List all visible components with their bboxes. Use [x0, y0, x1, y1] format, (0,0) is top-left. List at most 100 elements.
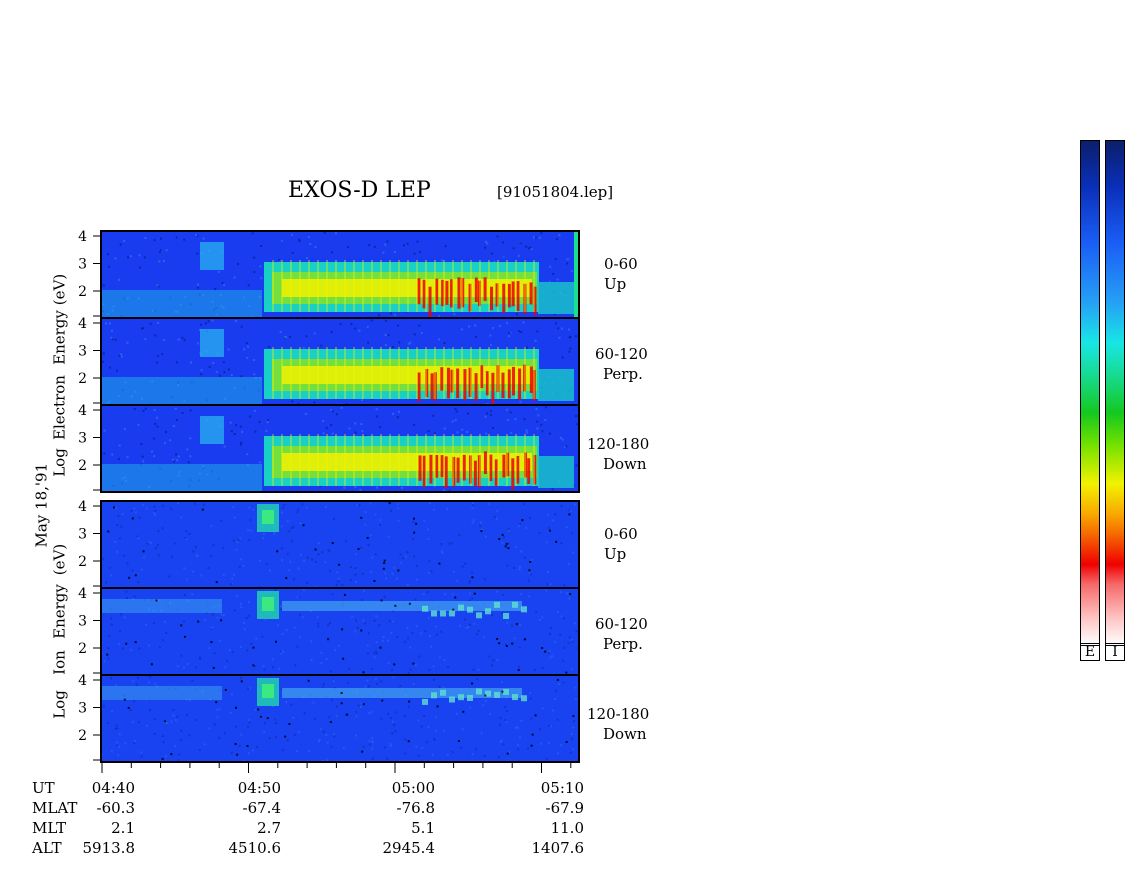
noise-speck	[156, 284, 159, 287]
noise-speck	[450, 542, 453, 545]
noise-speck	[516, 313, 519, 316]
noise-speck	[569, 751, 572, 754]
noise-speck	[415, 578, 418, 581]
noise-speck	[240, 605, 243, 608]
noise-speck	[561, 438, 564, 441]
data-gap-dot	[342, 657, 345, 660]
noise-speck	[230, 583, 233, 586]
noise-speck	[153, 505, 156, 508]
electron-streak	[461, 347, 463, 399]
data-gap-dot	[521, 519, 524, 522]
noise-speck	[560, 744, 563, 747]
electron-flux-spike	[468, 367, 472, 398]
noise-speck	[145, 724, 148, 727]
noise-speck	[296, 511, 299, 514]
noise-speck	[413, 333, 416, 336]
noise-speck	[176, 665, 179, 668]
electron-flux-spike	[523, 364, 527, 392]
electron-label-electron: Electron	[50, 375, 69, 440]
electron-angle-up: 0-60	[604, 255, 638, 273]
noise-speck	[544, 406, 547, 409]
noise-speck	[342, 747, 345, 750]
noise-speck	[473, 622, 476, 625]
noise-speck	[185, 530, 188, 533]
noise-speck	[452, 570, 455, 573]
noise-speck	[492, 427, 495, 430]
noise-speck	[415, 625, 418, 628]
data-gap-dot	[471, 576, 474, 579]
noise-speck	[572, 551, 575, 554]
noise-speck	[545, 589, 548, 592]
ephemeris-value: 04:50	[237, 779, 281, 797]
noise-speck	[428, 635, 431, 638]
noise-speck	[479, 525, 482, 528]
noise-speck	[325, 658, 328, 661]
noise-speck	[239, 558, 242, 561]
noise-speck	[335, 714, 338, 717]
electron-flux-spike	[422, 279, 426, 309]
noise-speck	[522, 503, 525, 506]
electron-flux-spike	[496, 365, 500, 393]
noise-speck	[423, 519, 426, 522]
data-gap-dot	[505, 542, 508, 545]
noise-speck	[233, 609, 236, 612]
noise-speck	[163, 442, 166, 445]
noise-speck	[133, 595, 136, 598]
noise-speck	[387, 334, 390, 337]
electron-flux-spike	[483, 451, 487, 475]
noise-speck	[480, 732, 483, 735]
noise-speck	[412, 682, 415, 685]
noise-speck	[115, 741, 118, 744]
noise-speck	[186, 713, 189, 716]
noise-speck	[355, 619, 358, 622]
noise-speck	[133, 507, 136, 510]
noise-speck	[525, 431, 528, 434]
electron-streak	[344, 260, 346, 312]
noise-speck	[191, 593, 194, 596]
noise-speck	[466, 431, 469, 434]
noise-speck	[560, 591, 563, 594]
noise-speck	[111, 338, 114, 341]
noise-speck	[310, 658, 313, 661]
noise-speck	[397, 410, 400, 413]
electron-streak	[407, 260, 409, 312]
noise-speck	[106, 253, 109, 256]
noise-speck	[552, 519, 555, 522]
noise-speck	[574, 698, 577, 701]
data-gap-dot	[394, 604, 397, 607]
electron-flux-spike	[452, 456, 456, 487]
noise-speck	[141, 455, 144, 458]
noise-speck	[332, 733, 335, 736]
noise-speck	[392, 412, 395, 415]
noise-speck	[395, 577, 398, 580]
noise-speck	[374, 678, 377, 681]
noise-speck	[207, 566, 210, 569]
noise-speck	[375, 652, 378, 655]
noise-speck	[148, 681, 151, 684]
noise-speck	[530, 559, 533, 562]
noise-speck	[198, 656, 201, 659]
noise-speck	[126, 456, 129, 459]
noise-speck	[360, 423, 363, 426]
noise-speck	[344, 540, 347, 543]
noise-speck	[476, 633, 479, 636]
data-gap-dot	[544, 650, 547, 653]
noise-speck	[389, 716, 392, 719]
noise-speck	[105, 581, 108, 584]
noise-speck	[471, 597, 474, 600]
electron-streak	[353, 260, 355, 312]
noise-speck	[293, 578, 296, 581]
ephemeris-value: -67.4	[242, 799, 281, 817]
ion-patch	[449, 696, 455, 703]
noise-speck	[196, 234, 199, 237]
electron-streak	[524, 434, 526, 486]
noise-speck	[371, 757, 374, 760]
noise-speck	[116, 550, 119, 553]
ion-patch	[440, 689, 446, 696]
noise-speck	[524, 556, 527, 559]
noise-speck	[517, 254, 520, 257]
noise-speck	[110, 617, 113, 620]
noise-speck	[281, 632, 284, 635]
data-gap-dot	[412, 517, 415, 520]
noise-speck	[337, 580, 340, 583]
